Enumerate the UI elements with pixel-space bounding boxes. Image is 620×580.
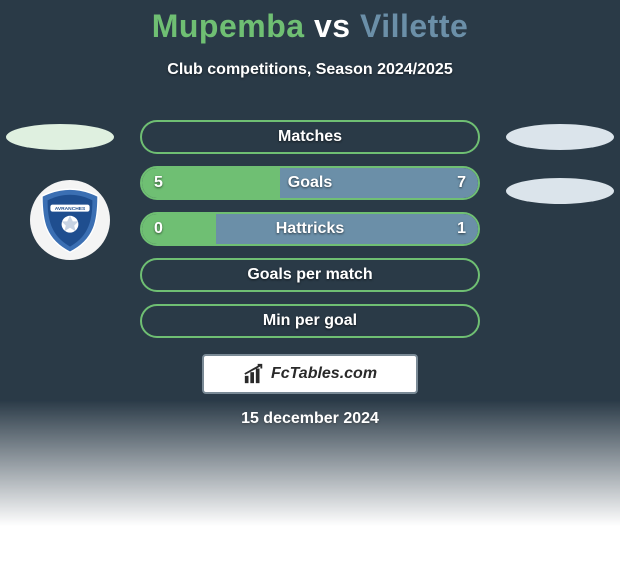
ellipse-right-2 [506,178,614,204]
stats-container: Matches 57Goals 01Hattricks Goals per match… [140,120,480,350]
club-crest-icon: AVRANCHES [35,185,105,255]
stat-row: 57Goals [140,166,480,200]
bars-icon [243,363,265,385]
subtitle: Club competitions, Season 2024/2025 [0,61,620,79]
stat-label: Hattricks [142,220,478,238]
svg-text:AVRANCHES: AVRANCHES [55,206,86,212]
page-title: Mupemba vs Villette [0,0,620,45]
title-player2: Villette [360,8,468,44]
date-label: 15 december 2024 [0,410,620,428]
stat-row: 01Hattricks [140,212,480,246]
content: Mupemba vs Villette Club competitions, S… [0,0,620,580]
title-player1: Mupemba [152,8,305,44]
ellipse-left [6,124,114,150]
brand-text: FcTables.com [271,365,377,383]
stat-label: Goals [142,174,478,192]
brand-badge: FcTables.com [202,354,418,394]
stat-label: Min per goal [142,312,478,330]
title-vs: vs [314,8,351,44]
ellipse-right [506,124,614,150]
stat-row: Goals per match [140,258,480,292]
stat-row: Matches [140,120,480,154]
stat-label: Matches [142,128,478,146]
stat-row: Min per goal [140,304,480,338]
player1-avatar: AVRANCHES [30,180,110,260]
stat-label: Goals per match [142,266,478,284]
